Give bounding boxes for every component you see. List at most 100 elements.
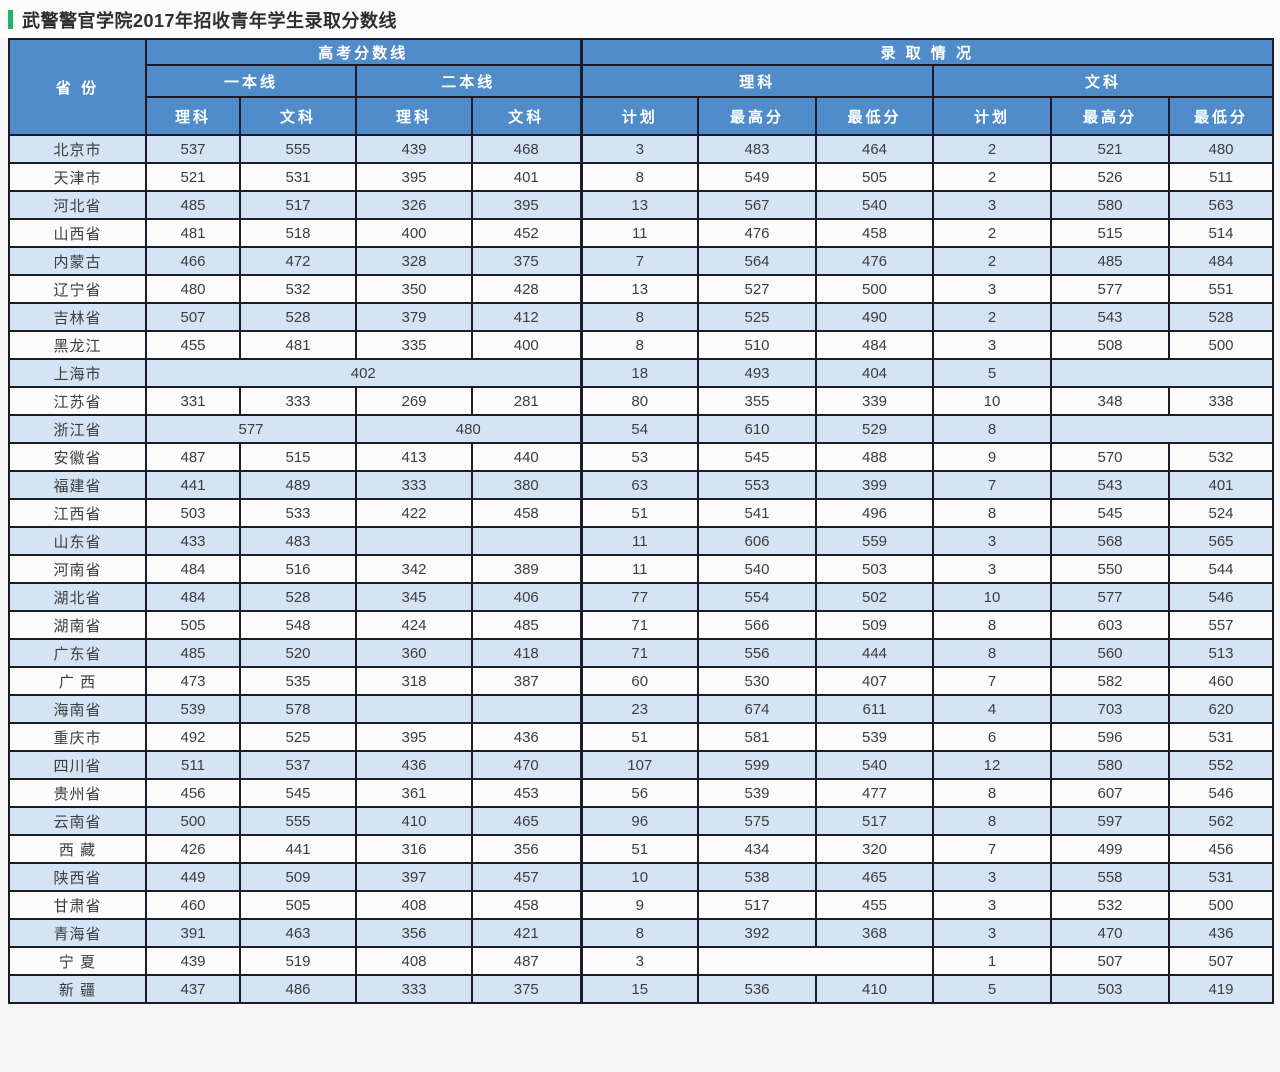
table-row: 西 藏 426 441 316 356 51 434 320 7 499 456 <box>8 834 1275 864</box>
score-cell: 500 <box>1168 890 1275 920</box>
score-cell: 546 <box>1168 778 1275 808</box>
score-cell: 466 <box>145 246 241 276</box>
score-cell: 281 <box>470 386 583 416</box>
score-cell: 389 <box>470 554 583 584</box>
score-cell: 486 <box>239 974 357 1004</box>
score-cell: 485 <box>1050 246 1171 276</box>
score-cell: 8 <box>932 498 1053 528</box>
score-cell: 3 <box>932 526 1053 556</box>
score-cell: 418 <box>470 638 583 668</box>
score-cell: 410 <box>355 806 473 836</box>
score-cell: 3 <box>579 134 700 164</box>
score-cell: 553 <box>697 470 818 500</box>
header-admission: 录 取 情 况 <box>579 38 1275 66</box>
score-cell: 399 <box>815 470 935 500</box>
score-cell: 345 <box>355 582 473 612</box>
score-cell: 107 <box>579 750 700 780</box>
score-cell: 582 <box>1050 666 1171 696</box>
score-cell: 555 <box>239 806 357 836</box>
score-cell: 342 <box>355 554 473 584</box>
score-cell: 532 <box>1168 442 1275 472</box>
score-cell: 335 <box>355 330 473 360</box>
score-cell: 499 <box>1050 834 1171 864</box>
header-tier1-arts: 文科 <box>239 96 357 136</box>
score-cell: 545 <box>239 778 357 808</box>
score-cell: 515 <box>239 442 357 472</box>
score-cell: 543 <box>1050 302 1171 332</box>
table-row: 甘肃省 460 505 408 458 9 517 455 3 532 500 <box>8 890 1275 920</box>
score-cell: 560 <box>1050 638 1171 668</box>
province-cell: 江西省 <box>8 498 147 528</box>
score-cell: 505 <box>239 890 357 920</box>
header-arts-max: 最高分 <box>1050 96 1171 136</box>
score-cell: 540 <box>815 750 935 780</box>
score-cell <box>697 946 935 976</box>
score-cell: 552 <box>1168 750 1275 780</box>
score-cell: 401 <box>1168 470 1275 500</box>
header-row-3: 理科 文科 理科 文科 计划 最高分 最低分 计划 最高分 最低分 <box>9 96 1275 136</box>
score-cell: 505 <box>145 610 241 640</box>
score-cell: 408 <box>355 946 473 976</box>
table-row: 新 疆 437 486 333 375 15 536 410 5 503 419 <box>8 974 1275 1004</box>
score-cell: 476 <box>697 218 818 248</box>
score-cell: 10 <box>932 582 1053 612</box>
score-cell: 528 <box>239 582 357 612</box>
score-cell: 404 <box>815 358 935 388</box>
table-row: 江西省 503 533 422 458 51 541 496 8 545 524 <box>8 498 1275 528</box>
score-cell: 515 <box>1050 218 1171 248</box>
province-cell: 重庆市 <box>8 722 147 752</box>
score-cell: 23 <box>579 694 700 724</box>
score-cell: 543 <box>1050 470 1171 500</box>
score-cell: 531 <box>239 162 357 192</box>
header-science-min: 最低分 <box>815 96 935 136</box>
table-row: 云南省 500 555 410 465 96 575 517 8 597 562 <box>8 806 1275 836</box>
score-cell: 529 <box>815 414 935 444</box>
score-cell: 361 <box>355 778 473 808</box>
province-cell: 吉林省 <box>8 302 147 332</box>
score-cell: 538 <box>697 862 818 892</box>
score-cell: 379 <box>355 302 473 332</box>
province-cell: 内蒙古 <box>8 246 147 276</box>
table-row: 贵州省 456 545 361 453 56 539 477 8 607 546 <box>8 778 1275 808</box>
score-cell: 437 <box>145 974 241 1004</box>
score-cell: 10 <box>579 862 700 892</box>
province-cell: 广东省 <box>8 638 147 668</box>
score-cell: 580 <box>1050 750 1171 780</box>
header-tier1-science: 理科 <box>145 96 241 136</box>
score-cell: 496 <box>815 498 935 528</box>
score-cell: 465 <box>470 806 583 836</box>
score-cell: 545 <box>1050 498 1171 528</box>
score-cell: 470 <box>470 750 583 780</box>
table-row: 福建省 441 489 333 380 63 553 399 7 543 401 <box>8 470 1275 500</box>
score-cell: 3 <box>932 918 1053 948</box>
score-cell: 71 <box>579 610 700 640</box>
score-cell: 460 <box>145 890 241 920</box>
score-cell: 540 <box>697 554 818 584</box>
score-cell: 480 <box>145 274 241 304</box>
score-cell: 436 <box>1168 918 1275 948</box>
province-cell: 贵州省 <box>8 778 147 808</box>
score-cell: 537 <box>239 750 357 780</box>
score-cell: 3 <box>932 330 1053 360</box>
table-row: 青海省 391 463 356 421 8 392 368 3 470 436 <box>8 918 1275 948</box>
score-cell: 51 <box>579 834 700 864</box>
score-cell: 567 <box>697 190 818 220</box>
score-cell: 8 <box>932 414 1053 444</box>
score-cell: 539 <box>697 778 818 808</box>
score-cell: 526 <box>1050 162 1171 192</box>
score-cell: 470 <box>1050 918 1171 948</box>
score-cell: 11 <box>579 218 700 248</box>
score-cell: 368 <box>815 918 935 948</box>
score-cell: 460 <box>1168 666 1275 696</box>
table-row: 宁 夏 439 519 408 487 3 1 507 507 <box>8 946 1275 976</box>
score-cell: 71 <box>579 638 700 668</box>
score-cell: 551 <box>1168 274 1275 304</box>
table-row: 河北省 485 517 326 395 13 567 540 3 580 563 <box>8 190 1275 220</box>
score-cell <box>355 694 473 724</box>
province-cell: 陕西省 <box>8 862 147 892</box>
table-row: 湖北省 484 528 345 406 77 554 502 10 577 546 <box>8 582 1275 612</box>
score-cell: 550 <box>1050 554 1171 584</box>
score-cell: 8 <box>579 918 700 948</box>
score-cell: 503 <box>145 498 241 528</box>
score-cell: 565 <box>1168 526 1275 556</box>
